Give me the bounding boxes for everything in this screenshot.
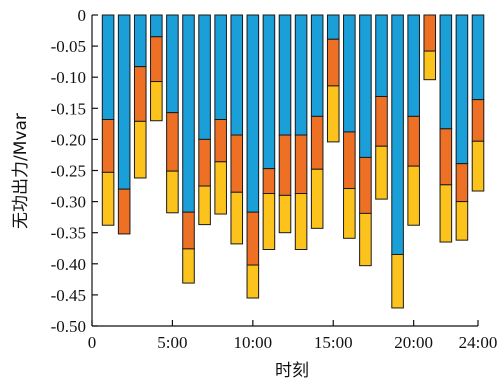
y-tick-label: -0.50 xyxy=(51,317,86,336)
bar-segment-2 xyxy=(117,188,131,235)
bar-segment-3 xyxy=(455,201,469,241)
bar-segment-2 xyxy=(182,211,195,250)
bar-segment-3 xyxy=(407,165,420,226)
bar-segment-3 xyxy=(343,188,356,239)
bar-segment-1 xyxy=(133,14,147,68)
y-axis-title: 无功出力/Mvar xyxy=(11,113,31,229)
bar-segment-2 xyxy=(455,163,469,203)
bar-segment-1 xyxy=(407,14,420,117)
bar-segment-1 xyxy=(343,14,356,133)
bar-segment-3 xyxy=(310,168,324,229)
y-tick-label: -0.15 xyxy=(51,99,86,118)
bar-segment-2 xyxy=(150,36,163,83)
x-tick-label: 0 xyxy=(88,333,97,352)
bar-segment-1 xyxy=(230,14,244,136)
bar-segment-3 xyxy=(391,253,404,309)
bar-segment-2 xyxy=(166,112,179,172)
bar-segment-3 xyxy=(423,50,437,81)
y-tick-label: -0.45 xyxy=(51,286,86,305)
x-axis-title: 时刻 xyxy=(275,361,309,381)
bar-segment-1 xyxy=(246,14,260,213)
x-tick-label: 15:00 xyxy=(314,333,353,352)
bar-segment-1 xyxy=(310,14,324,117)
bar-segment-3 xyxy=(230,191,244,245)
bar-segment-1 xyxy=(214,14,227,120)
x-tick-label: 10:00 xyxy=(233,333,272,352)
bar-segment-3 xyxy=(278,194,292,234)
bar-segment-3 xyxy=(101,171,115,226)
y-tick-label: -0.10 xyxy=(51,68,86,87)
bar-segment-1 xyxy=(439,14,453,130)
bar-segment-3 xyxy=(262,193,276,250)
x-tick-label: 24:00 xyxy=(459,333,498,352)
bar-segment-1 xyxy=(150,14,163,38)
bar-segment-2 xyxy=(471,99,485,142)
bar-segment-2 xyxy=(343,131,356,190)
bar-segment-2 xyxy=(246,211,260,266)
y-tick-label: -0.40 xyxy=(51,255,86,274)
bar-segment-3 xyxy=(182,248,195,284)
bar-segment-2 xyxy=(214,118,227,163)
bar-segment-1 xyxy=(294,14,308,136)
bar-segment-3 xyxy=(471,140,485,192)
bar-segment-2 xyxy=(230,134,244,193)
bar-segment-3 xyxy=(359,212,372,267)
bar-segment-1 xyxy=(166,14,179,114)
bar-segment-3 xyxy=(246,264,260,299)
bars-group xyxy=(101,14,485,309)
y-tick-label: 0 xyxy=(78,6,87,25)
bar-segment-1 xyxy=(455,14,469,165)
y-ticks-group: 0 -0.05 -0.10 -0.15 -0.20 -0.25 -0.30 -0.35 -0.4… xyxy=(51,6,98,336)
bar-segment-2 xyxy=(278,134,292,196)
bar-segment-2 xyxy=(101,118,115,173)
bar-segment-2 xyxy=(407,115,420,167)
x-ticks-group: 0 5:00 10:00 15:00 20:00 24:00 xyxy=(88,320,498,352)
y-tick-label: -0.35 xyxy=(51,224,86,243)
bar-segment-1 xyxy=(262,14,276,170)
bar-segment-2 xyxy=(439,128,453,186)
bar-segment-2 xyxy=(310,115,324,170)
bar-segment-2 xyxy=(375,95,388,147)
bar-segment-1 xyxy=(375,14,388,97)
bar-segment-3 xyxy=(439,184,453,243)
bar-segment-2 xyxy=(294,134,308,195)
x-tick-label: 20:00 xyxy=(394,333,433,352)
y-tick-label: -0.25 xyxy=(51,162,86,181)
bar-segment-1 xyxy=(182,14,195,213)
bar-segment-3 xyxy=(133,120,147,179)
bar-segment-1 xyxy=(198,14,211,140)
bar-segment-2 xyxy=(359,156,372,214)
bar-segment-3 xyxy=(198,185,211,226)
bar-segment-3 xyxy=(214,161,227,215)
bar-segment-2 xyxy=(326,38,340,87)
x-tick-label: 5:00 xyxy=(157,333,187,352)
bar-segment-1 xyxy=(359,14,372,158)
bar-segment-1 xyxy=(471,14,485,101)
bar-segment-2 xyxy=(198,138,211,187)
bar-segment-1 xyxy=(391,14,404,255)
bar-segment-3 xyxy=(326,85,340,143)
bar-segment-1 xyxy=(117,14,131,190)
bar-segment-2 xyxy=(423,14,437,52)
bar-segment-3 xyxy=(150,81,163,122)
y-tick-label: -0.05 xyxy=(51,37,86,56)
bar-segment-2 xyxy=(262,168,276,195)
y-tick-label: -0.20 xyxy=(51,130,86,149)
bar-segment-3 xyxy=(375,145,388,200)
bar-segment-1 xyxy=(101,14,115,120)
bar-segment-1 xyxy=(278,14,292,136)
y-tick-label: -0.30 xyxy=(51,193,86,212)
bar-segment-3 xyxy=(166,170,179,214)
bar-segment-3 xyxy=(294,193,308,250)
bar-segment-2 xyxy=(133,66,147,122)
bar-segment-1 xyxy=(326,14,340,40)
